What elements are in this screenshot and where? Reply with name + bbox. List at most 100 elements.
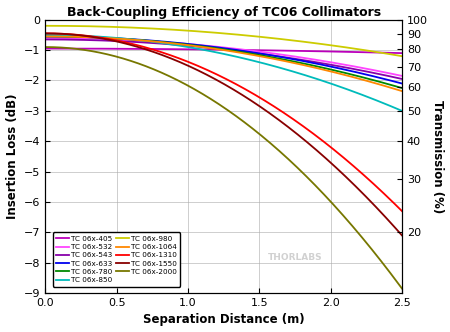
Y-axis label: Insertion Loss (dB): Insertion Loss (dB) bbox=[5, 94, 18, 219]
TC 06x-543 bbox=[399, 77, 405, 81]
TC 06x-980 bbox=[204, 30, 209, 34]
Line: TC 06x-1064: TC 06x-1064 bbox=[45, 37, 402, 91]
TC 06x-1550 bbox=[135, 45, 140, 49]
TC 06x-1310 bbox=[253, 93, 258, 97]
TC 06x-405 bbox=[204, 47, 209, 51]
TC 06x-405 bbox=[253, 48, 258, 52]
TC 06x-850 bbox=[399, 109, 405, 113]
TC 06x-543 bbox=[281, 55, 286, 59]
Line: TC 06x-850: TC 06x-850 bbox=[45, 35, 402, 111]
TC 06x-980 bbox=[311, 41, 316, 45]
TC 06x-532 bbox=[43, 36, 48, 40]
Y-axis label: Transmission (%): Transmission (%) bbox=[432, 100, 445, 213]
TC 06x-633 bbox=[253, 51, 258, 55]
TC 06x-980 bbox=[399, 54, 405, 58]
TC 06x-1310 bbox=[311, 132, 316, 136]
TC 06x-633 bbox=[106, 36, 111, 40]
TC 06x-633 bbox=[204, 44, 209, 48]
TC 06x-780 bbox=[253, 52, 258, 56]
TC 06x-980 bbox=[281, 37, 286, 41]
TC 06x-543 bbox=[253, 51, 258, 55]
TC 06x-532 bbox=[281, 53, 286, 57]
TC 06x-543 bbox=[135, 40, 140, 44]
TC 06x-1550 bbox=[281, 122, 286, 125]
Line: TC 06x-1550: TC 06x-1550 bbox=[45, 34, 402, 235]
TC 06x-780 bbox=[43, 35, 48, 39]
TC 06x-780 bbox=[281, 57, 286, 61]
TC 06x-780 bbox=[106, 36, 111, 40]
TC 06x-1310 bbox=[106, 37, 111, 41]
TC 06x-405 bbox=[106, 47, 111, 51]
X-axis label: Separation Distance (m): Separation Distance (m) bbox=[143, 313, 305, 326]
TC 06x-1310 bbox=[43, 32, 48, 36]
TC 06x-633 bbox=[399, 81, 405, 85]
TC 06x-1550 bbox=[253, 102, 258, 106]
Line: TC 06x-405: TC 06x-405 bbox=[45, 48, 402, 53]
TC 06x-532 bbox=[399, 74, 405, 78]
TC 06x-1310 bbox=[135, 43, 140, 47]
TC 06x-850 bbox=[106, 35, 111, 39]
TC 06x-1550 bbox=[106, 38, 111, 42]
TC 06x-980 bbox=[135, 26, 140, 30]
TC 06x-2000 bbox=[204, 95, 209, 99]
TC 06x-1064 bbox=[253, 53, 258, 57]
TC 06x-980 bbox=[253, 34, 258, 38]
TC 06x-780 bbox=[135, 38, 140, 42]
Line: TC 06x-633: TC 06x-633 bbox=[45, 37, 402, 83]
TC 06x-633 bbox=[43, 35, 48, 39]
Title: Back-Coupling Efficiency of TC06 Collimators: Back-Coupling Efficiency of TC06 Collima… bbox=[67, 6, 381, 19]
TC 06x-980 bbox=[43, 24, 48, 28]
TC 06x-543 bbox=[106, 39, 111, 43]
TC 06x-532 bbox=[135, 39, 140, 42]
TC 06x-532 bbox=[253, 49, 258, 53]
TC 06x-1064 bbox=[399, 89, 405, 93]
TC 06x-850 bbox=[135, 38, 140, 42]
TC 06x-2000 bbox=[135, 61, 140, 65]
TC 06x-2000 bbox=[311, 182, 316, 186]
TC 06x-1310 bbox=[204, 68, 209, 72]
TC 06x-1064 bbox=[135, 38, 140, 42]
TC 06x-405 bbox=[135, 47, 140, 51]
Line: TC 06x-2000: TC 06x-2000 bbox=[45, 47, 402, 289]
TC 06x-532 bbox=[106, 37, 111, 41]
TC 06x-543 bbox=[204, 45, 209, 49]
Line: TC 06x-780: TC 06x-780 bbox=[45, 37, 402, 88]
TC 06x-543 bbox=[311, 60, 316, 64]
TC 06x-850 bbox=[43, 33, 48, 37]
TC 06x-633 bbox=[135, 38, 140, 42]
TC 06x-633 bbox=[281, 55, 286, 59]
TC 06x-532 bbox=[204, 44, 209, 48]
TC 06x-1064 bbox=[204, 45, 209, 49]
TC 06x-850 bbox=[311, 76, 316, 80]
TC 06x-633 bbox=[311, 61, 316, 65]
TC 06x-405 bbox=[399, 51, 405, 55]
TC 06x-1310 bbox=[399, 209, 405, 213]
TC 06x-2000 bbox=[399, 287, 405, 290]
Text: THORLABS: THORLABS bbox=[268, 253, 322, 262]
TC 06x-405 bbox=[311, 49, 316, 53]
Line: TC 06x-532: TC 06x-532 bbox=[45, 38, 402, 76]
TC 06x-1064 bbox=[311, 65, 316, 69]
TC 06x-2000 bbox=[106, 52, 111, 56]
TC 06x-1550 bbox=[43, 32, 48, 36]
TC 06x-780 bbox=[204, 45, 209, 49]
TC 06x-780 bbox=[311, 64, 316, 68]
TC 06x-2000 bbox=[253, 129, 258, 133]
TC 06x-2000 bbox=[281, 153, 286, 157]
TC 06x-1550 bbox=[311, 146, 316, 150]
TC 06x-1064 bbox=[281, 59, 286, 63]
TC 06x-1310 bbox=[281, 111, 286, 115]
TC 06x-543 bbox=[43, 38, 48, 42]
TC 06x-780 bbox=[399, 86, 405, 90]
Line: TC 06x-1310: TC 06x-1310 bbox=[45, 34, 402, 211]
TC 06x-980 bbox=[106, 25, 111, 29]
TC 06x-1064 bbox=[43, 35, 48, 39]
TC 06x-532 bbox=[311, 57, 316, 61]
TC 06x-850 bbox=[204, 48, 209, 52]
TC 06x-850 bbox=[253, 59, 258, 63]
TC 06x-1550 bbox=[204, 73, 209, 77]
TC 06x-405 bbox=[281, 48, 286, 52]
TC 06x-405 bbox=[43, 46, 48, 50]
TC 06x-1064 bbox=[106, 36, 111, 40]
Legend: TC 06x-405, TC 06x-532, TC 06x-543, TC 06x-633, TC 06x-780, TC 06x-850, TC 06x-9: TC 06x-405, TC 06x-532, TC 06x-543, TC 0… bbox=[53, 232, 180, 287]
